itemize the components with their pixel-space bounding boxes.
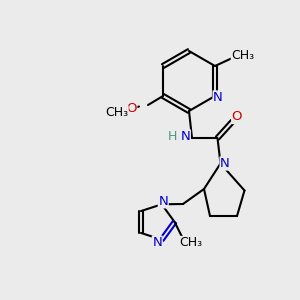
Text: N: N (152, 236, 162, 249)
Text: H: H (168, 130, 177, 143)
Text: CH₃: CH₃ (179, 236, 203, 250)
Text: N: N (213, 91, 223, 104)
Text: N: N (220, 157, 230, 170)
Text: O: O (126, 101, 137, 115)
Text: CH₃: CH₃ (231, 49, 254, 62)
Text: CH₃: CH₃ (105, 106, 128, 119)
Text: N: N (181, 130, 190, 143)
Text: O: O (232, 110, 242, 124)
Text: N: N (158, 195, 168, 208)
